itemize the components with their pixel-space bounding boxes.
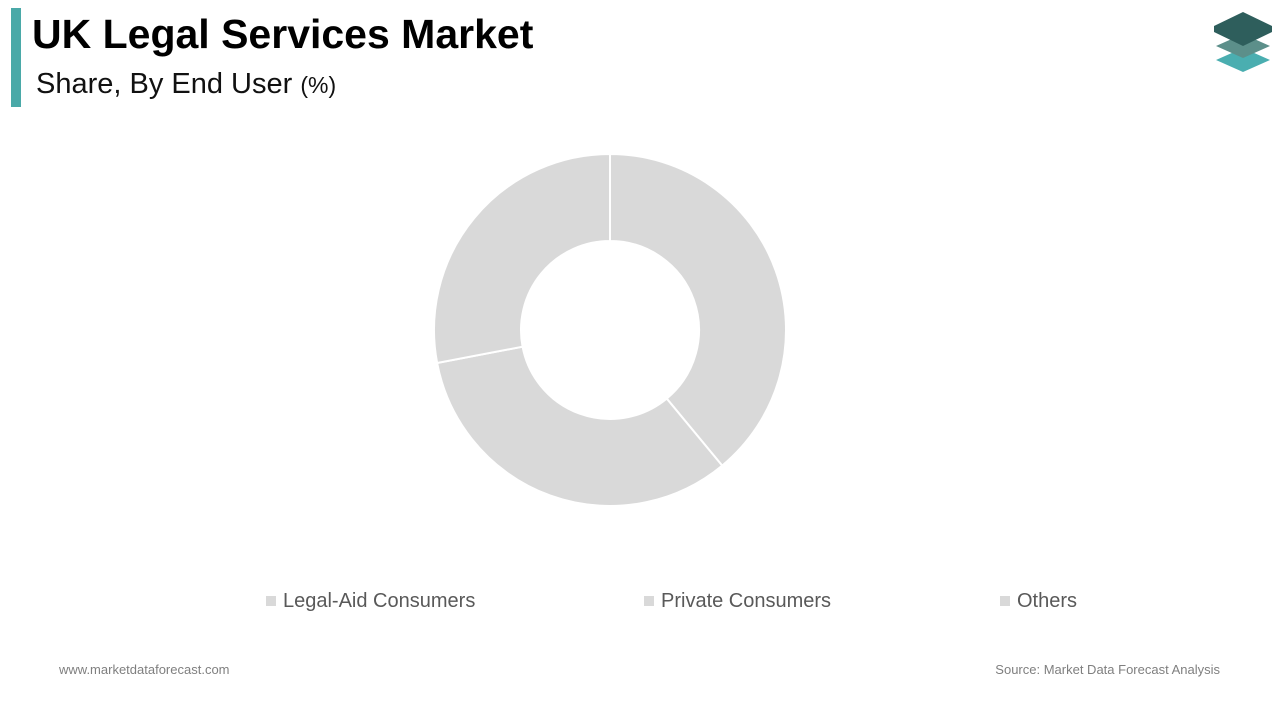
- legend-item: Private Consumers: [644, 589, 831, 613]
- donut-slice-others: [433, 152, 611, 365]
- legend-swatch: [644, 596, 654, 606]
- footer-website: www.marketdataforecast.com: [59, 662, 230, 677]
- donut-slice-private-consumers: [435, 345, 724, 507]
- legend-item: Legal-Aid Consumers: [266, 589, 475, 613]
- title-accent-bar: [11, 8, 21, 107]
- legend-swatch: [1000, 596, 1010, 606]
- page-subtitle: Share, By End User (%): [36, 64, 336, 105]
- subtitle-unit: (%): [300, 72, 337, 98]
- stacked-layers-logo-icon: [1214, 12, 1272, 72]
- legend-swatch: [266, 596, 276, 606]
- legend-item: Others: [1000, 589, 1077, 613]
- donut-slice-legal-aid-consumers: [609, 152, 787, 468]
- legend-label: Private Consumers: [661, 589, 832, 612]
- footer-source: Source: Market Data Forecast Analysis: [995, 662, 1220, 677]
- subtitle-text: Share, By End User: [36, 68, 293, 100]
- legend-label: Others: [1017, 589, 1078, 612]
- legend-label: Legal-Aid Consumers: [283, 589, 476, 612]
- donut-chart: [433, 152, 787, 507]
- page-title: UK Legal Services Market: [32, 11, 534, 57]
